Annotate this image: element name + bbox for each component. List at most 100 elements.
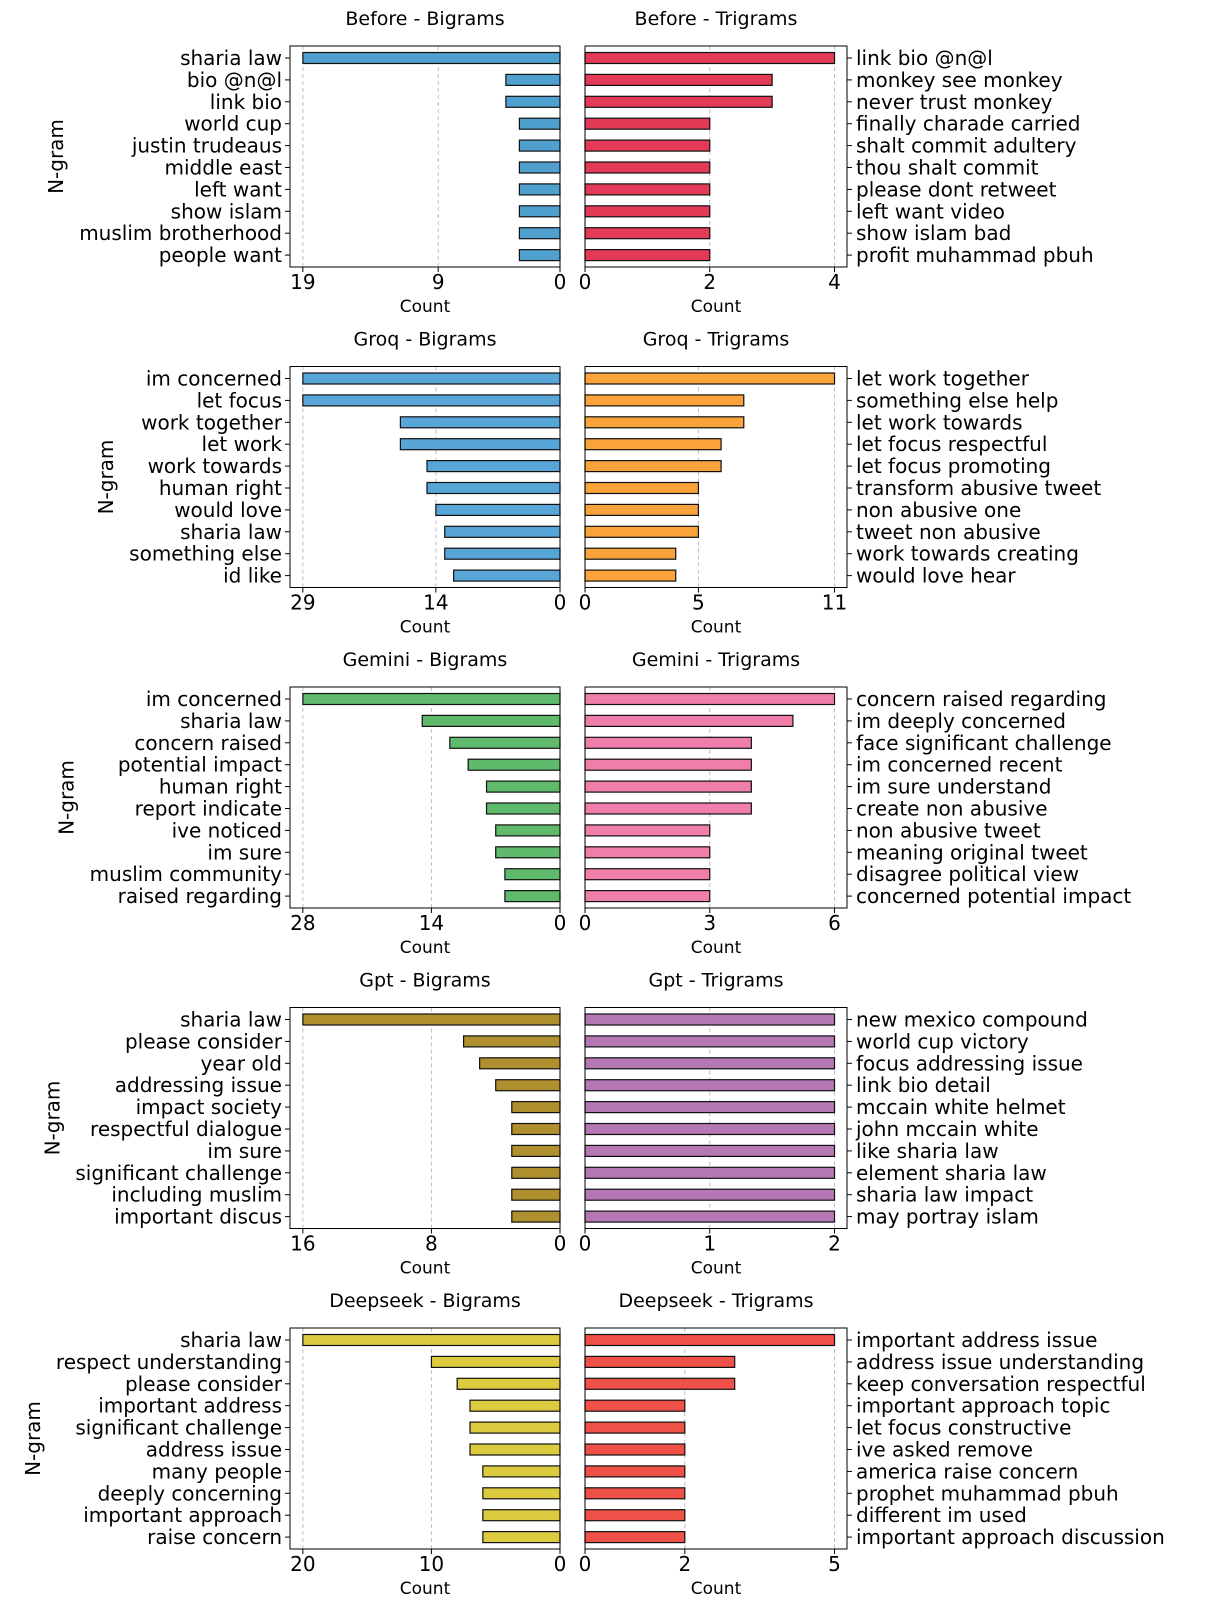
bar: [584, 95, 773, 108]
category-label: respect understanding: [56, 1350, 282, 1374]
category-label: finally charade carried: [856, 112, 1081, 136]
bar: [518, 205, 561, 218]
panel-frame: [584, 686, 848, 909]
bar: [456, 1377, 561, 1390]
bar: [584, 1166, 836, 1179]
category-label: prophet muhammad pbuh: [856, 1481, 1119, 1505]
x-tick-label: 11: [822, 591, 847, 615]
category-label: address issue: [146, 1438, 282, 1462]
category-label: bio @n@l: [187, 68, 282, 92]
category-label: please consider: [125, 1372, 283, 1396]
x-axis-label: Count: [400, 938, 451, 958]
bar: [482, 1530, 561, 1544]
category-label: non abusive one: [856, 498, 1021, 522]
bar: [518, 139, 561, 152]
panel-frame: [584, 1007, 848, 1229]
bar: [421, 714, 561, 728]
bar: [584, 1399, 686, 1412]
x-tick-label: 4: [828, 270, 841, 294]
x-tick-label: 14: [423, 591, 448, 615]
panel-title: Gpt - Bigrams: [359, 970, 490, 992]
category-label: tweet non abusive: [856, 520, 1041, 544]
bar: [584, 525, 700, 538]
x-axis-label: Count: [691, 297, 742, 317]
x-axis-label: Count: [691, 938, 742, 958]
bar: [584, 692, 836, 706]
category-label: let work towards: [856, 410, 1023, 434]
category-label: would love hear: [856, 564, 1016, 588]
bar: [511, 1210, 561, 1223]
category-label: america raise concern: [856, 1459, 1078, 1483]
category-label: including muslim: [111, 1183, 282, 1207]
x-tick-label: 8: [425, 1232, 438, 1256]
category-label: im concerned recent: [856, 753, 1063, 777]
bar: [584, 117, 711, 130]
category-label: something else help: [856, 388, 1058, 412]
bar: [469, 1421, 561, 1434]
category-label: ive asked remove: [856, 1438, 1033, 1462]
bar: [518, 227, 561, 240]
panel-title: Deepseek - Trigrams: [618, 1290, 813, 1312]
bar: [584, 736, 752, 749]
y-axis-label: N-gram: [44, 119, 68, 194]
category-label: im concerned: [146, 687, 282, 711]
panel-title: Gpt - Trigrams: [649, 970, 784, 992]
x-tick-label: 0: [554, 1552, 567, 1576]
category-label: address issue understanding: [856, 1350, 1144, 1374]
category-label: raise concern: [147, 1525, 282, 1549]
category-label: left want: [194, 177, 282, 201]
category-label: let focus respectful: [856, 432, 1047, 456]
x-axis-label: Count: [400, 618, 451, 638]
bar: [584, 1122, 836, 1136]
bar: [584, 1333, 836, 1347]
x-tick-label: 5: [692, 591, 705, 615]
bar: [584, 1487, 686, 1500]
bar: [584, 758, 752, 771]
panel-title: Groq - Bigrams: [354, 329, 497, 351]
x-tick-label: 16: [290, 1232, 315, 1256]
bar: [584, 1530, 686, 1544]
bar: [462, 1035, 561, 1048]
category-label: ive noticed: [172, 818, 282, 842]
bar: [518, 117, 561, 130]
category-label: concerned potential impact: [856, 884, 1131, 908]
bar: [435, 503, 561, 516]
category-label: im sure understand: [856, 775, 1051, 799]
x-tick-label: 2: [828, 1232, 841, 1256]
bar: [511, 1166, 561, 1179]
category-label: human right: [159, 476, 282, 500]
x-axis-label: Count: [400, 1259, 451, 1279]
category-label: create non abusive: [856, 797, 1048, 821]
category-label: important approach topic: [856, 1394, 1110, 1418]
bar: [584, 1421, 686, 1434]
category-label: focus addressing issue: [856, 1051, 1083, 1075]
category-label: john mccain white: [855, 1117, 1039, 1141]
bar: [426, 460, 561, 473]
panel-frame: [289, 366, 561, 588]
bar: [399, 438, 561, 451]
bar: [426, 481, 561, 495]
category-label: profit muhammad pbuh: [856, 243, 1094, 267]
x-axis-label: Count: [400, 1579, 451, 1599]
category-label: justin trudeaus: [131, 134, 282, 158]
category-label: deeply concerning: [98, 1481, 282, 1505]
x-tick-label: 2: [703, 270, 716, 294]
panel-title: Before - Trigrams: [635, 8, 798, 30]
bar: [469, 1399, 561, 1412]
bar: [302, 51, 561, 65]
category-label: different im used: [856, 1503, 1027, 1527]
bar: [584, 1100, 836, 1114]
bar: [495, 1079, 561, 1092]
bar: [482, 1465, 561, 1478]
bar: [584, 161, 711, 174]
bar: [302, 692, 561, 706]
category-label: people want: [159, 243, 282, 267]
